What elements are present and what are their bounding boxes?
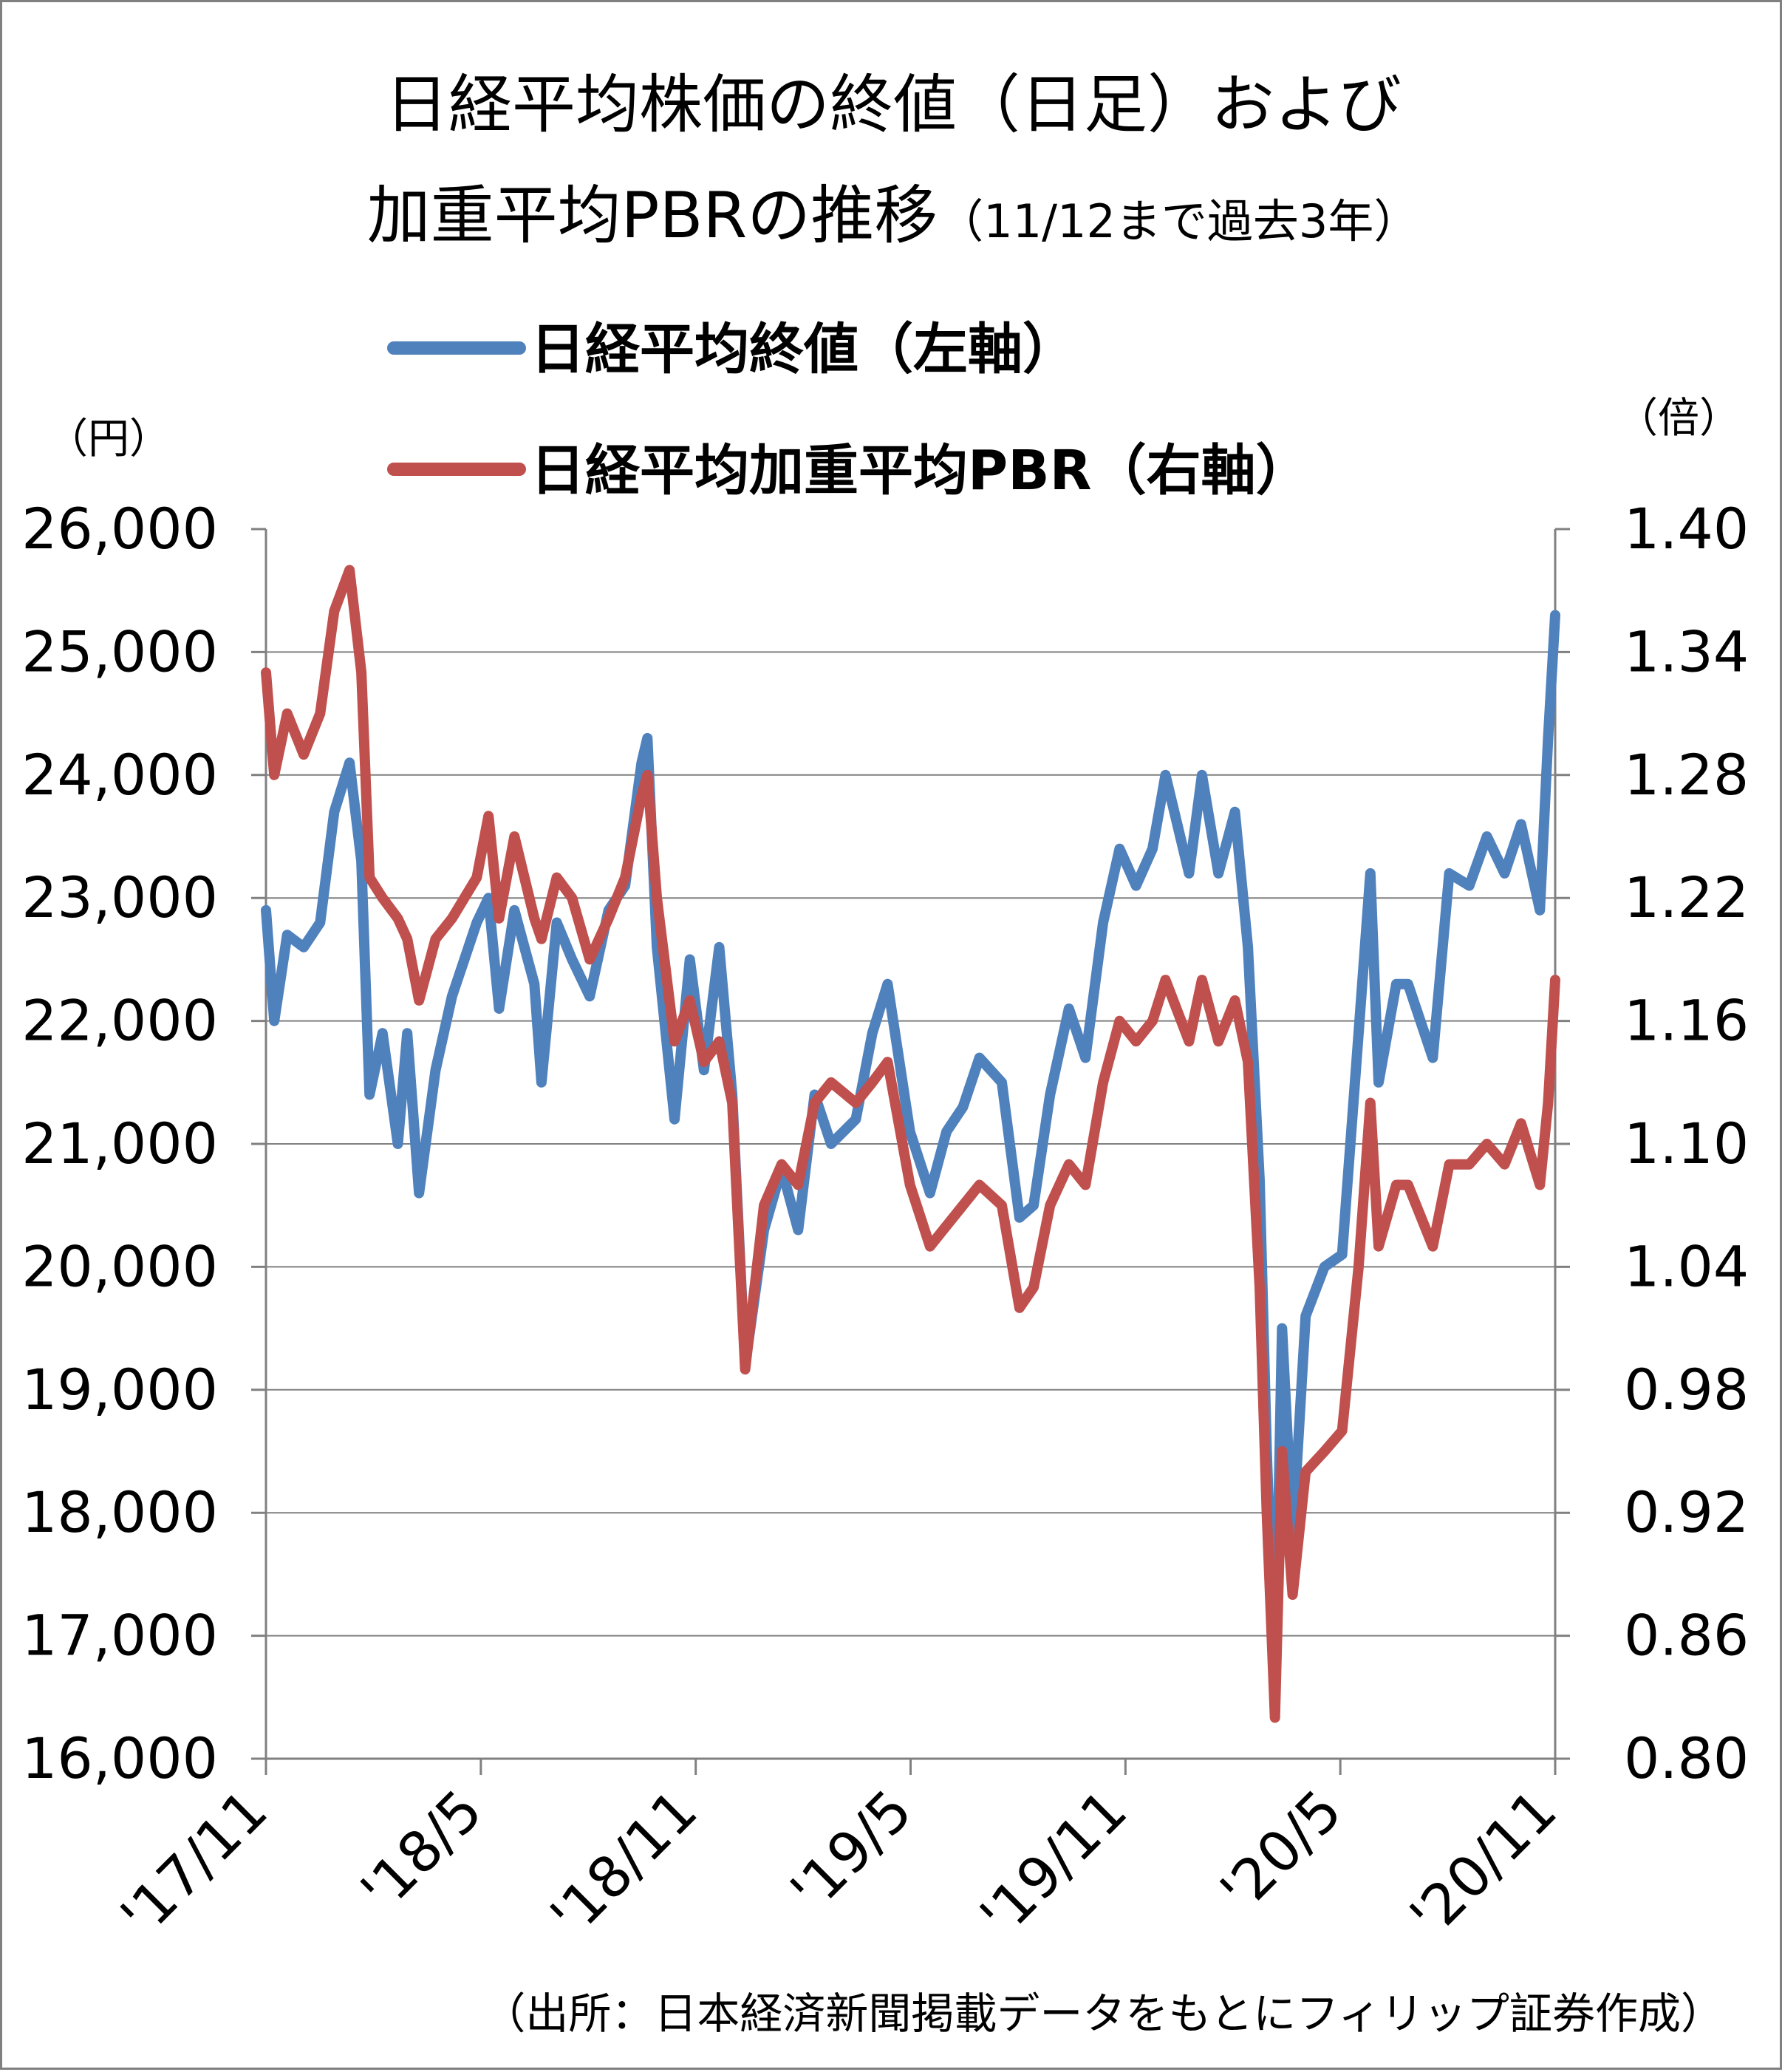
y-left-unit: （円）: [47, 415, 171, 463]
x-tick-label: '20/11: [1397, 1777, 1569, 1949]
y-right-tick-label: 1.34: [1624, 618, 1749, 684]
chart-title-line2: 加重平均PBRの推移（11/12まで過去3年）: [367, 179, 1420, 253]
y-left-tick-label: 16,000: [21, 1725, 218, 1791]
legend-label-nikkei: 日経平均終値（左軸）: [530, 318, 1077, 381]
series-line-weighted-pbr: [261, 565, 1560, 1723]
y-right-tick-label: 1.16: [1624, 988, 1749, 1054]
gridlines: [266, 651, 1555, 1637]
y-left-tick-label: 26,000: [21, 496, 218, 562]
source-note: （出所：日本経済新聞掲載データをもとにフィリップ証券作成）: [482, 1988, 1724, 2039]
y-left-tick-label: 19,000: [21, 1357, 218, 1422]
y-left-tick-label: 20,000: [21, 1233, 218, 1299]
y-right-tick-labels: 1.40 1.34 1.28 1.22 1.16 1.10 1.04 0.98 0.92 0.86…: [1624, 496, 1749, 1791]
y-right-tick-label: 0.86: [1624, 1603, 1749, 1669]
x-tick-label: '18/5: [348, 1777, 494, 1923]
y-right-tick-label: 1.10: [1624, 1111, 1749, 1176]
series-line-nikkei-close: [261, 610, 1560, 1691]
y-right-tick-label: 1.40: [1624, 496, 1749, 562]
y-right-tick-label: 1.04: [1624, 1233, 1749, 1299]
x-tick-label: '20/5: [1208, 1777, 1354, 1923]
y-left-tick-label: 22,000: [21, 988, 218, 1054]
y-left-tick-label: 23,000: [21, 865, 218, 930]
chart-title-line2-main: 加重平均PBRの推移: [367, 179, 938, 253]
series-lines: [261, 565, 1560, 1723]
y-right-tick-label: 0.92: [1624, 1479, 1749, 1545]
legend: 日経平均終値（左軸） 日経平均加重平均PBR（右軸）: [387, 318, 1311, 502]
x-tick-label: '18/11: [538, 1777, 710, 1949]
y-right-unit: （倍）: [1617, 395, 1741, 443]
chart-title-line2-note: （11/12まで過去3年）: [938, 194, 1419, 248]
y-left-tick-label: 18,000: [21, 1479, 218, 1545]
x-tick-labels: '17/11 '18/5 '18/11 '19/5 '19/11 '20/5 '20/11: [108, 1777, 1569, 1949]
y-right-tick-label: 0.98: [1624, 1357, 1749, 1422]
chart-title-line1: 日経平均株価の終値（日足）および: [385, 68, 1402, 142]
y-left-tick-label: 25,000: [21, 618, 218, 684]
x-tick-label: '17/11: [108, 1777, 280, 1949]
y-left-tick-label: 17,000: [21, 1603, 218, 1669]
y-left-tick-labels: 26,000 25,000 24,000 23,000 22,000 21,000 20,0…: [21, 496, 218, 1791]
y-left-tick-label: 24,000: [21, 742, 218, 808]
y-right-tick-label: 1.22: [1624, 865, 1749, 930]
y-right-tick-label: 0.80: [1624, 1725, 1749, 1791]
x-tick-label: '19/5: [778, 1777, 924, 1923]
x-tick-label: '19/11: [967, 1777, 1139, 1949]
y-right-tick-label: 1.28: [1624, 742, 1749, 808]
legend-label-pbr: 日経平均加重平均PBR（右軸）: [530, 439, 1311, 502]
y-left-tick-label: 21,000: [21, 1111, 218, 1176]
